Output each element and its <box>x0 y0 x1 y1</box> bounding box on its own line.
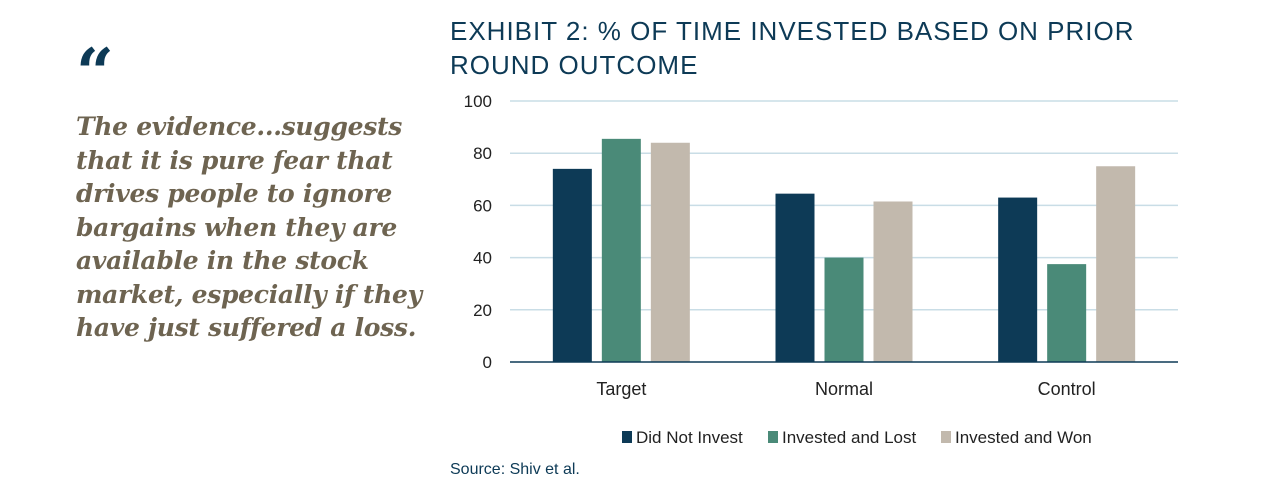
legend-label: Did Not Invest <box>636 428 743 447</box>
bar <box>824 257 864 362</box>
bar <box>873 201 913 362</box>
y-tick-label: 20 <box>473 301 492 320</box>
chart-title-line: EXHIBIT 2: % OF TIME INVESTED BASED ON P… <box>450 16 1135 46</box>
legend-swatch <box>622 431 632 443</box>
bar <box>1096 166 1136 362</box>
bar <box>601 138 641 362</box>
quote-line: drives people to ignore <box>76 179 392 208</box>
quote-mark: “ <box>76 34 114 112</box>
legend-label: Invested and Won <box>955 428 1092 447</box>
y-tick-label: 40 <box>473 249 492 268</box>
y-tick-label: 80 <box>473 144 492 163</box>
quote-line: bargains when they are <box>76 212 398 242</box>
quote-line: market, especially if they <box>76 279 422 309</box>
x-tick-label: Control <box>1038 379 1096 399</box>
chart-title-line: ROUND OUTCOME <box>450 50 699 80</box>
bar <box>998 197 1038 362</box>
y-tick-label: 100 <box>464 92 492 111</box>
source-note: Source: Shiv et al. <box>450 461 580 478</box>
bar <box>775 193 815 362</box>
chart-title: EXHIBIT 2: % OF TIME INVESTED BASED ON P… <box>450 14 1210 82</box>
x-tick-label: Target <box>596 379 646 399</box>
quote-line: available in the stock <box>76 246 369 275</box>
quote-line: that it is pure fear that <box>76 145 393 175</box>
legend-label: Invested and Lost <box>782 428 916 447</box>
bar <box>552 168 592 362</box>
pull-quote: The evidence...suggests that it is pure … <box>76 110 422 345</box>
quote-line: The evidence...suggests <box>76 112 403 141</box>
legend-swatch <box>941 431 951 443</box>
bar <box>1047 264 1087 362</box>
bar <box>650 142 690 362</box>
y-tick-label: 0 <box>483 353 492 372</box>
x-tick-label: Normal <box>815 379 873 399</box>
y-tick-label: 60 <box>473 196 492 215</box>
quote-line: have just suffered a loss. <box>76 313 417 342</box>
legend-swatch <box>768 431 778 443</box>
